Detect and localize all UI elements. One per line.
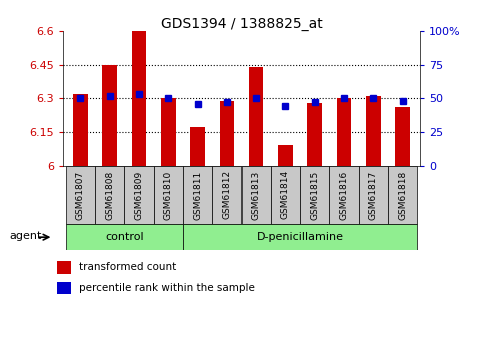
Text: agent: agent <box>10 231 42 241</box>
Bar <box>57 261 71 274</box>
Text: GSM61808: GSM61808 <box>105 170 114 219</box>
Bar <box>95 166 124 224</box>
Bar <box>242 166 271 224</box>
Bar <box>329 166 359 224</box>
Bar <box>249 67 263 166</box>
Bar <box>183 224 417 250</box>
Bar <box>220 100 234 166</box>
Text: percentile rank within the sample: percentile rank within the sample <box>79 283 255 293</box>
Bar <box>102 65 117 166</box>
Bar <box>212 166 242 224</box>
Bar <box>395 107 410 166</box>
Bar <box>190 127 205 166</box>
Text: transformed count: transformed count <box>79 263 176 272</box>
Bar <box>161 98 176 166</box>
Text: control: control <box>105 232 143 242</box>
Text: GSM61816: GSM61816 <box>340 170 349 219</box>
Text: GSM61815: GSM61815 <box>310 170 319 219</box>
Bar <box>337 98 351 166</box>
Bar <box>132 31 146 166</box>
Text: GSM61810: GSM61810 <box>164 170 173 219</box>
Text: GSM61812: GSM61812 <box>222 170 231 219</box>
Text: GSM61814: GSM61814 <box>281 170 290 219</box>
Bar <box>57 282 71 294</box>
Text: GDS1394 / 1388825_at: GDS1394 / 1388825_at <box>161 17 322 31</box>
Bar <box>183 166 212 224</box>
Text: GSM61811: GSM61811 <box>193 170 202 219</box>
Text: GSM61813: GSM61813 <box>252 170 261 219</box>
Text: D-penicillamine: D-penicillamine <box>256 232 343 242</box>
Bar <box>66 224 183 250</box>
Bar <box>271 166 300 224</box>
Bar <box>307 103 322 166</box>
Bar <box>66 166 95 224</box>
Bar <box>73 94 88 166</box>
Bar <box>154 166 183 224</box>
Text: GSM61807: GSM61807 <box>76 170 85 219</box>
Text: GSM61809: GSM61809 <box>134 170 143 219</box>
Bar <box>359 166 388 224</box>
Text: GSM61818: GSM61818 <box>398 170 407 219</box>
Bar <box>300 166 329 224</box>
Bar <box>388 166 417 224</box>
Bar <box>366 96 381 166</box>
Bar <box>278 145 293 166</box>
Bar <box>124 166 154 224</box>
Text: GSM61817: GSM61817 <box>369 170 378 219</box>
